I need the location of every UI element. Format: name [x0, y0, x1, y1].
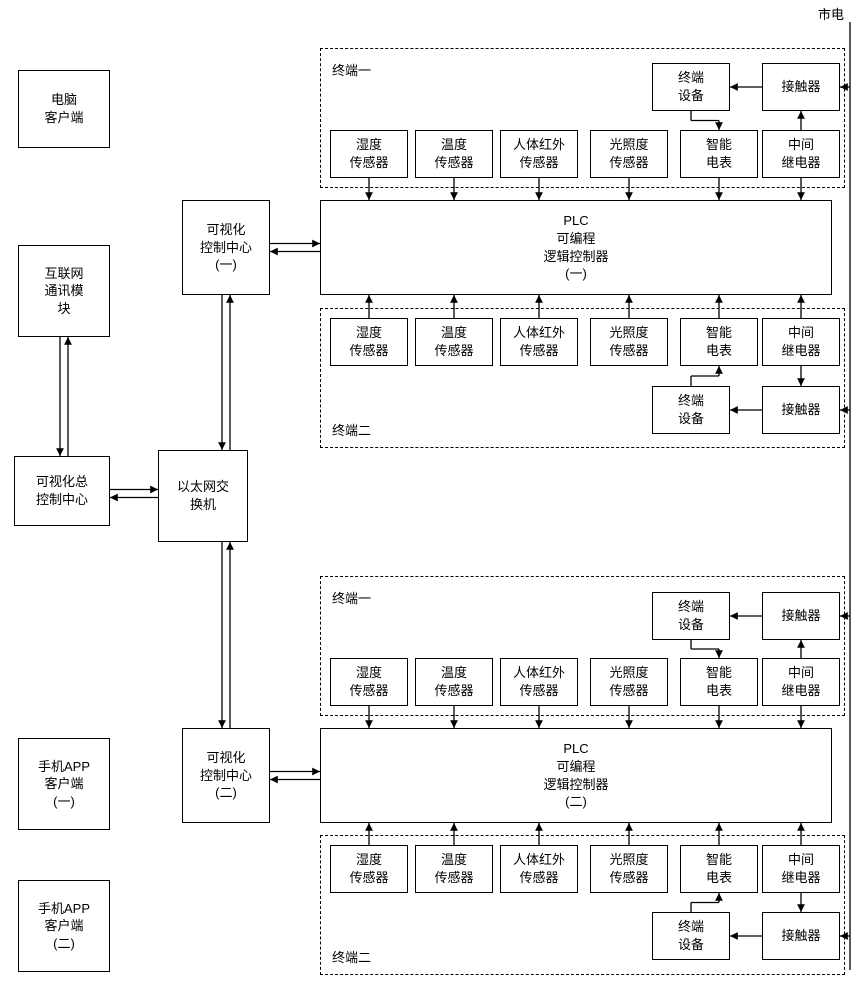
left-internet_module: 互联网通讯模块: [18, 245, 110, 337]
contactor-c1b: 接触器: [762, 386, 840, 434]
mid-viz_center_2: 可视化控制中心(二): [182, 728, 270, 823]
termeq-t2b: 终端设备: [652, 912, 730, 960]
mid-eth_switch: 以太网交换机: [158, 450, 248, 542]
mid-viz_center_1: 可视化控制中心(一): [182, 200, 270, 295]
left-master_center: 可视化总控制中心: [14, 456, 110, 526]
mains-label: 市电: [818, 4, 844, 23]
termeq-t2a: 终端设备: [652, 592, 730, 640]
left-pc_client: 电脑客户端: [18, 70, 110, 148]
termeq-t1b: 终端设备: [652, 386, 730, 434]
plc_2: PLC可编程逻辑控制器(二): [320, 728, 832, 823]
termeq-t1a: 终端设备: [652, 63, 730, 111]
group-g1_top-label: 终端一: [332, 60, 371, 79]
contactor-c2a: 接触器: [762, 592, 840, 640]
left-app_client_1: 手机APP客户端(一): [18, 738, 110, 830]
left-app_client_2: 手机APP客户端(二): [18, 880, 110, 972]
contactor-c2b: 接触器: [762, 912, 840, 960]
plc_1: PLC可编程逻辑控制器(一): [320, 200, 832, 295]
group-g2_top-label: 终端一: [332, 588, 371, 607]
group-g1_bottom-label: 终端二: [332, 420, 371, 439]
contactor-c1a: 接触器: [762, 63, 840, 111]
group-g2_bottom-label: 终端二: [332, 947, 371, 966]
